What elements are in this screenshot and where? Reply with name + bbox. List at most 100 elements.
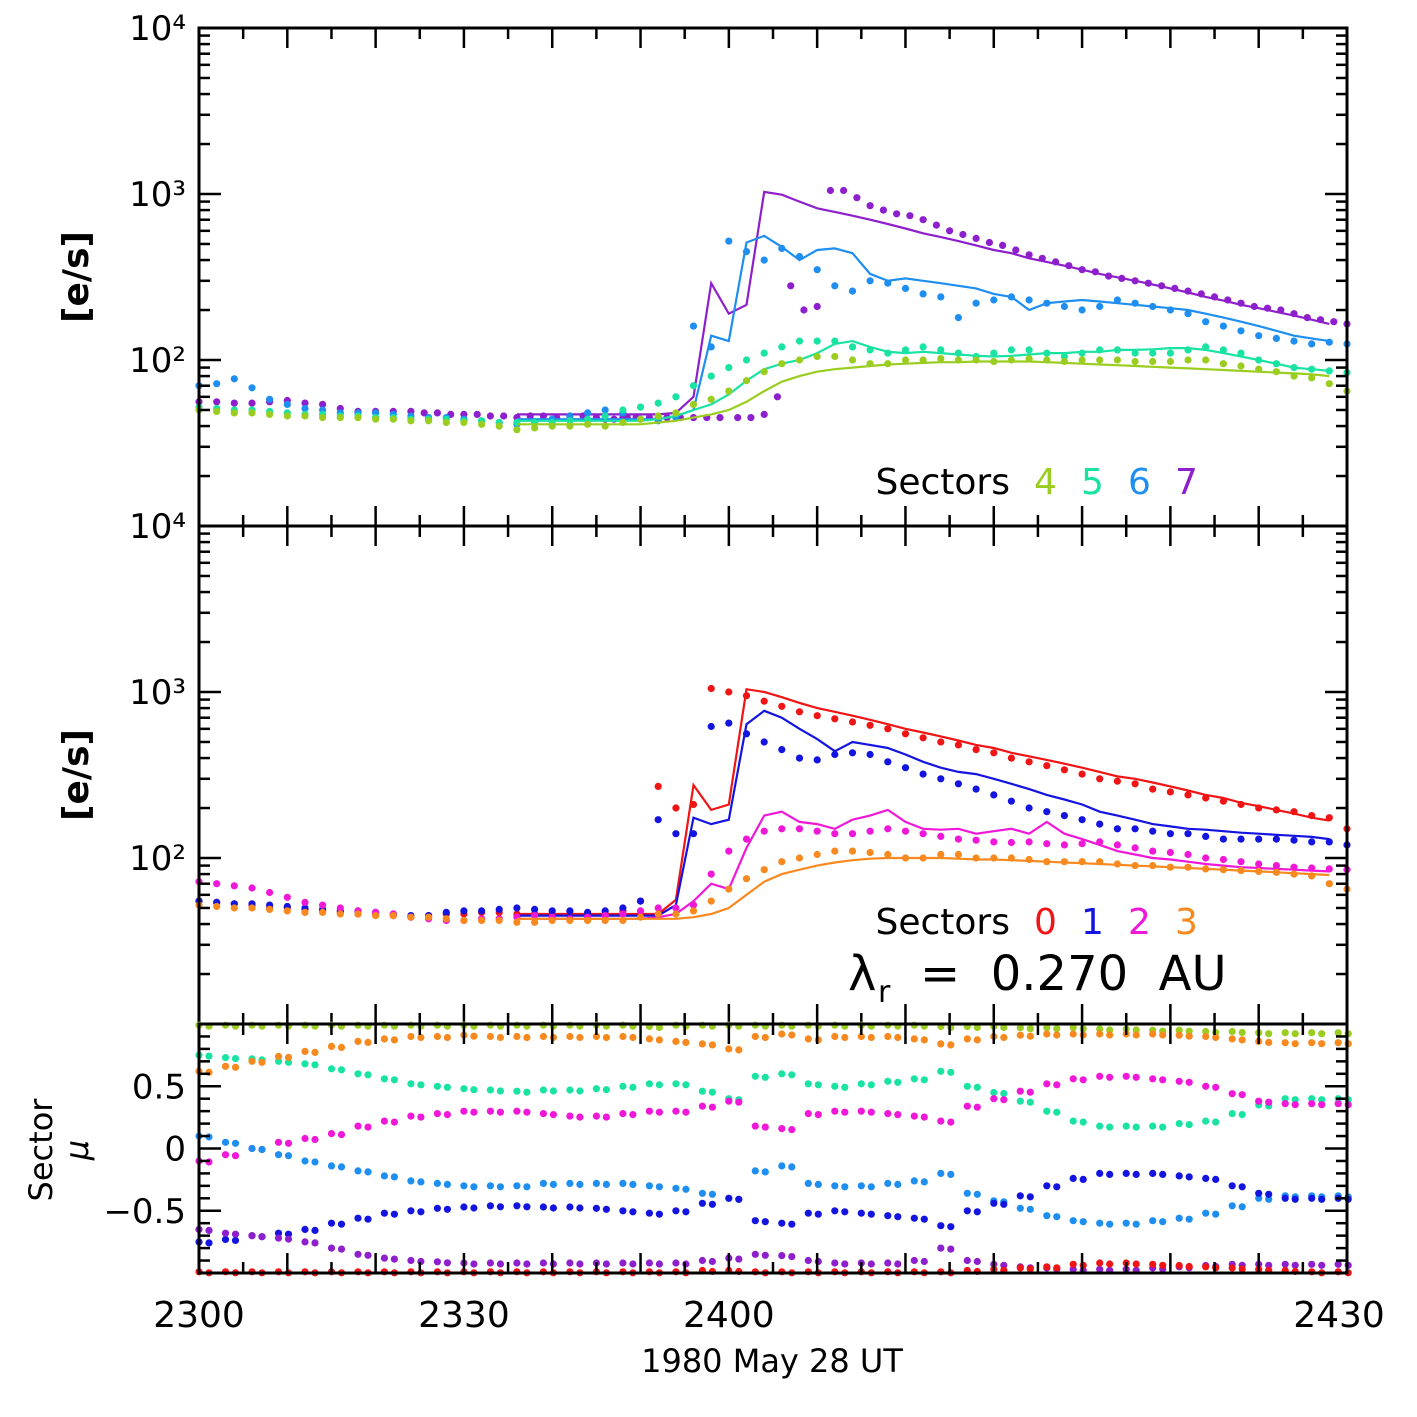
middle-sector-2-point <box>1308 864 1316 872</box>
top-sector-7-point <box>1158 282 1166 290</box>
bottom-sector-7-point <box>1318 1261 1326 1269</box>
middle-sector-0-point <box>813 712 821 720</box>
top-sector-5-point <box>1325 367 1333 375</box>
bottom-sector-2-point <box>1000 1096 1008 1104</box>
bottom-sector-3-point <box>920 1036 928 1044</box>
bottom-sector-2-point <box>1265 1098 1273 1106</box>
top-sector-6-point <box>1060 302 1068 311</box>
bottom-sector-6-point <box>1228 1202 1236 1210</box>
bottom-sector-1-point <box>221 1235 230 1243</box>
middle-sector-1-point <box>760 738 768 746</box>
bottom-sector-6-point <box>841 1183 849 1191</box>
bottom-sector-7-point <box>566 1259 574 1267</box>
top-sector-7-point <box>813 302 821 311</box>
bottom-sector-7-point <box>672 1259 680 1267</box>
middle-sector-1-point <box>919 770 927 778</box>
bottom-sector-1-point <box>788 1220 796 1228</box>
middle-sector-1-point <box>1078 816 1086 824</box>
bottom-sector-3-point <box>274 1052 283 1060</box>
middle-sector-1-point <box>1025 804 1033 812</box>
middle-sector-2-point <box>725 847 733 855</box>
bottom-sector-1-point <box>1079 1175 1087 1183</box>
bottom-sector-1-point <box>761 1218 769 1226</box>
bottom-sector-1-point <box>1132 1170 1140 1178</box>
bottom-sector-2-point <box>380 1117 388 1125</box>
middle-sector-2-point <box>1113 841 1121 849</box>
bottom-sector-1-point <box>672 1207 680 1215</box>
bottom-sector-2-point <box>1255 1097 1263 1105</box>
middle-sector-1-point <box>619 904 627 912</box>
bottom-sector-1-point <box>682 1208 690 1216</box>
top-sector-4-point <box>725 387 733 395</box>
bottom-sector-7-point <box>698 1256 707 1265</box>
top-sector-5-point <box>866 346 874 354</box>
bottom-sector-1-point <box>1053 1183 1061 1191</box>
top-sector-7-point <box>734 414 742 422</box>
middle-sector-3-point <box>1113 860 1121 868</box>
top-sector-6-point <box>866 277 874 285</box>
bottom-sector-0-point <box>1053 1264 1061 1272</box>
middle-sector-3-point <box>495 916 503 925</box>
middle-sector-1-point <box>1113 825 1121 833</box>
bottom-sector-7-point <box>1291 1261 1299 1269</box>
top-sector-7-point <box>1118 274 1126 282</box>
bottom-sector-6-point <box>1016 1204 1024 1212</box>
top-sector-4-point <box>760 368 768 376</box>
top-sector-7-point <box>1025 251 1033 259</box>
bottom-ytick-label: 0 <box>164 1130 186 1170</box>
top-sector-6-point <box>972 299 980 307</box>
bottom-sector-6-point <box>910 1177 918 1185</box>
top-sector-7-point <box>879 206 888 214</box>
bottom-sector-7-point <box>248 1232 256 1240</box>
bottom-sector-7-point <box>205 1226 213 1234</box>
bottom-sector-2-point <box>576 1113 584 1121</box>
middle-sector-1-point <box>636 897 645 905</box>
top-sector-4-point <box>425 417 433 425</box>
bottom-sector-1-point <box>963 1207 971 1215</box>
bottom-sector-3-point <box>735 1046 743 1054</box>
bottom-sector-6-point <box>523 1183 531 1191</box>
middle-sector-2-point <box>301 898 309 907</box>
bottom-sector-5-point <box>920 1076 928 1084</box>
bottom-sector-2-point <box>698 1102 707 1110</box>
bottom-sector-6-point <box>486 1182 494 1190</box>
bottom-sector-3-point <box>698 1040 707 1048</box>
top-sector-6-point <box>725 237 733 245</box>
bottom-sector-3-point <box>443 1033 451 1042</box>
middle-sector-3-point <box>1184 863 1192 871</box>
top-sector-4-point <box>1060 357 1068 366</box>
bottom-sector-5-point <box>566 1086 574 1094</box>
top-sector-5-point <box>1078 349 1086 357</box>
bottom-sector-4-point <box>1318 1030 1326 1038</box>
bottom-sector-5-point <box>1079 1118 1087 1126</box>
top-sector-4-point <box>495 422 503 430</box>
bottom-sector-3-point <box>433 1032 441 1041</box>
bottom-sector-6-point <box>1106 1220 1114 1228</box>
bottom-sector-6-point <box>884 1179 892 1187</box>
top-sector-4-point <box>1184 356 1192 364</box>
top-sector-7-point <box>433 409 441 417</box>
bottom-ytick-label: 0.5 <box>132 1067 186 1107</box>
top-ytick-label: 10⁴ <box>129 9 186 49</box>
bottom-sector-5-point <box>1175 1120 1183 1128</box>
middle-sector-3-point <box>460 916 468 925</box>
middle-sector-0-point <box>654 782 662 791</box>
bottom-sector-5-point <box>311 1061 319 1069</box>
bottom-sector-5-point <box>354 1070 362 1078</box>
bottom-sector-5-point <box>221 1054 230 1062</box>
bottom-sector-6-point <box>1159 1218 1167 1226</box>
bottom-sector-1-point <box>751 1217 759 1225</box>
middle-sector-1-point <box>1043 808 1051 816</box>
bottom-sector-5-point <box>1228 1110 1236 1118</box>
bottom-sector-1-point <box>301 1225 309 1233</box>
top-sector-6-point <box>742 248 751 256</box>
bottom-sector-3-point <box>751 1032 759 1041</box>
top-sector-5-point <box>1025 346 1033 354</box>
bottom-sector-1-point <box>619 1207 627 1215</box>
bottom-sector-5-point <box>1149 1122 1157 1130</box>
bottom-sector-1-point <box>1255 1189 1263 1197</box>
bottom-sector-3-point <box>327 1042 336 1050</box>
middle-sector-3-point <box>1202 865 1210 873</box>
